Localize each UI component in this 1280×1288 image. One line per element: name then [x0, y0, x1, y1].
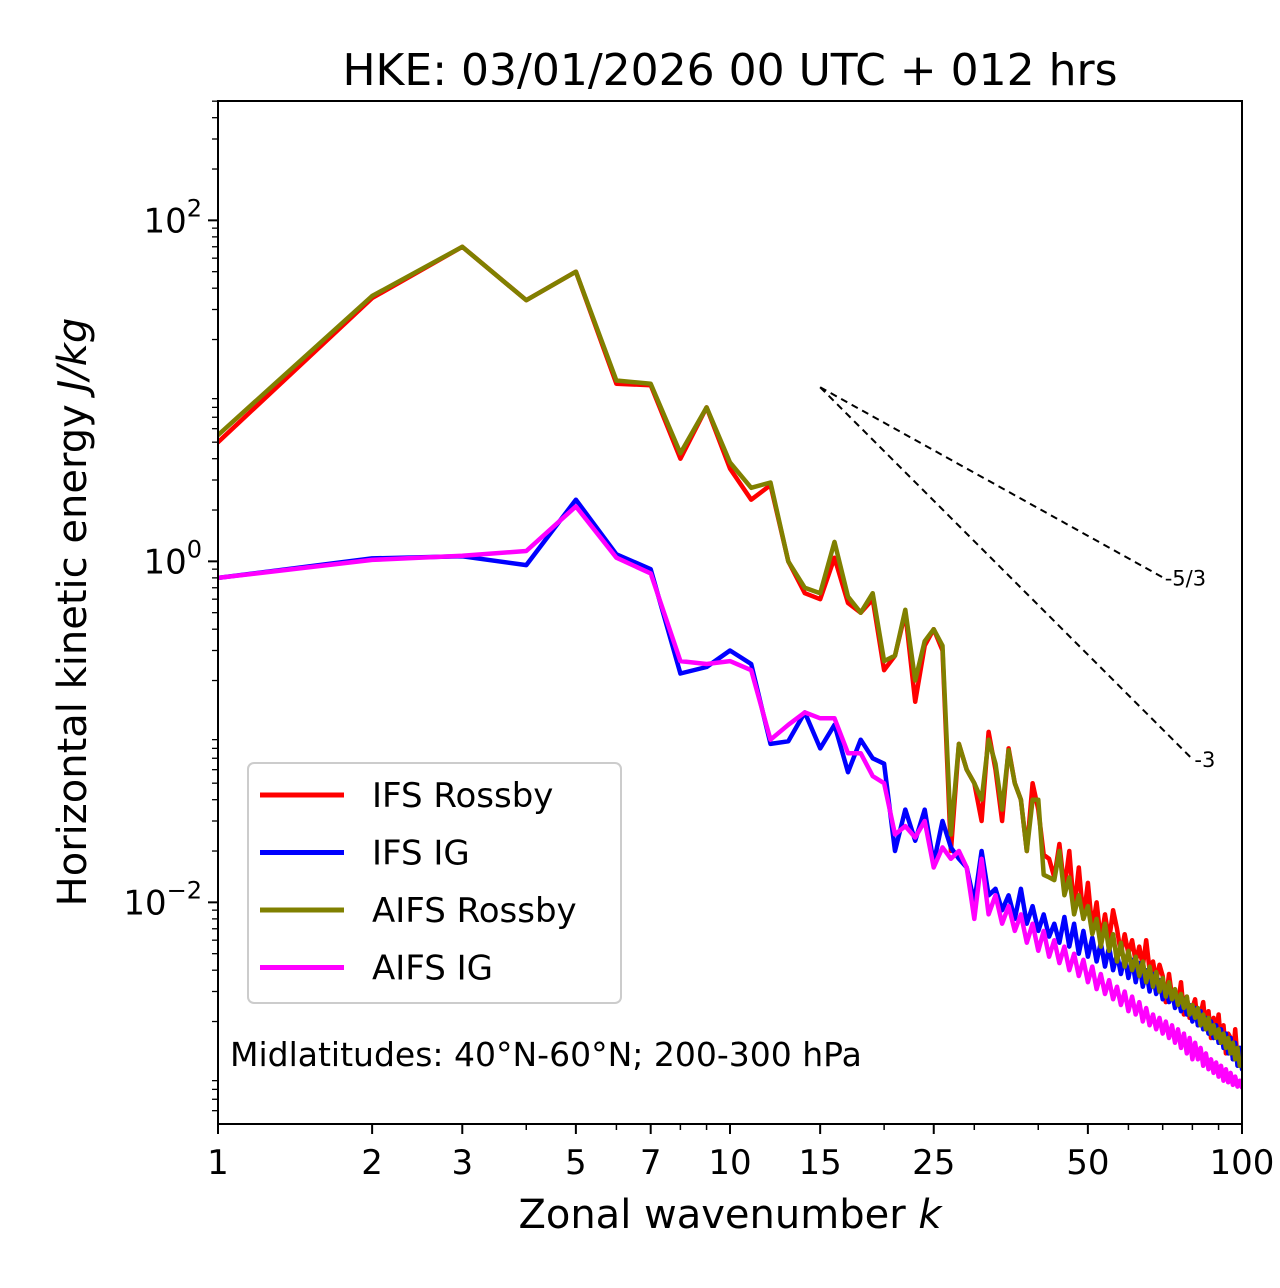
x-tick-label: 1	[207, 1143, 229, 1183]
reference-slope-line	[819, 386, 1164, 579]
y-tick-label: 100	[143, 535, 202, 582]
x-tick-label: 100	[1210, 1143, 1275, 1183]
x-axis-ticks: 1 2 3 5 7 10 15 25 50 100	[207, 1124, 1274, 1183]
y-tick-label: 102	[143, 194, 202, 241]
y-axis-ticks: 102 100 10−2	[123, 100, 218, 1112]
x-tick-label: 25	[912, 1143, 955, 1183]
legend-label: AIFS Rossby	[372, 891, 577, 931]
x-tick-label: 3	[451, 1143, 473, 1183]
reference-slope-label: -3	[1194, 748, 1215, 772]
reference-slope-line	[819, 386, 1194, 760]
chart-title: HKE: 03/01/2026 00 UTC + 012 hrs	[342, 45, 1117, 96]
series-line-aifs-rossby	[218, 244, 1242, 1069]
series-line-aifs-ig	[218, 504, 1242, 1090]
x-axis-label: Zonal wavenumber k	[518, 1192, 943, 1238]
legend-label: AIFS IG	[372, 949, 493, 989]
x-tick-label: 50	[1066, 1143, 1109, 1183]
reference-slope-labels: -5/3 -3	[1165, 566, 1216, 772]
y-tick-label: 10−2	[123, 876, 202, 923]
legend: IFS Rossby IFS IG AIFS Rossby AIFS IG	[247, 762, 622, 1004]
x-axis-label-text: Zonal wavenumber	[518, 1192, 918, 1238]
x-tick-label: 15	[799, 1143, 842, 1183]
reference-slope-label: -5/3	[1165, 566, 1206, 590]
legend-box	[247, 762, 622, 1004]
y-axis-label-text: Horizontal kinetic energy	[50, 392, 96, 907]
region-annotation: Midlatitudes: 40°N-60°N; 200-300 hPa	[230, 1035, 862, 1074]
legend-label: IFS IG	[372, 834, 470, 874]
reference-slope-lines	[819, 386, 1194, 760]
series-lines	[218, 244, 1242, 1090]
legend-label: IFS Rossby	[372, 776, 553, 816]
x-tick-label: 10	[708, 1143, 751, 1183]
y-axis-label: Horizontal kinetic energy J/kg	[50, 318, 96, 907]
x-tick-label: 2	[361, 1143, 383, 1183]
x-tick-label: 7	[640, 1143, 662, 1183]
x-tick-label: 5	[565, 1143, 587, 1183]
x-axis-label-variable: k	[918, 1192, 943, 1238]
y-axis-label-unit: J/kg	[50, 318, 96, 399]
